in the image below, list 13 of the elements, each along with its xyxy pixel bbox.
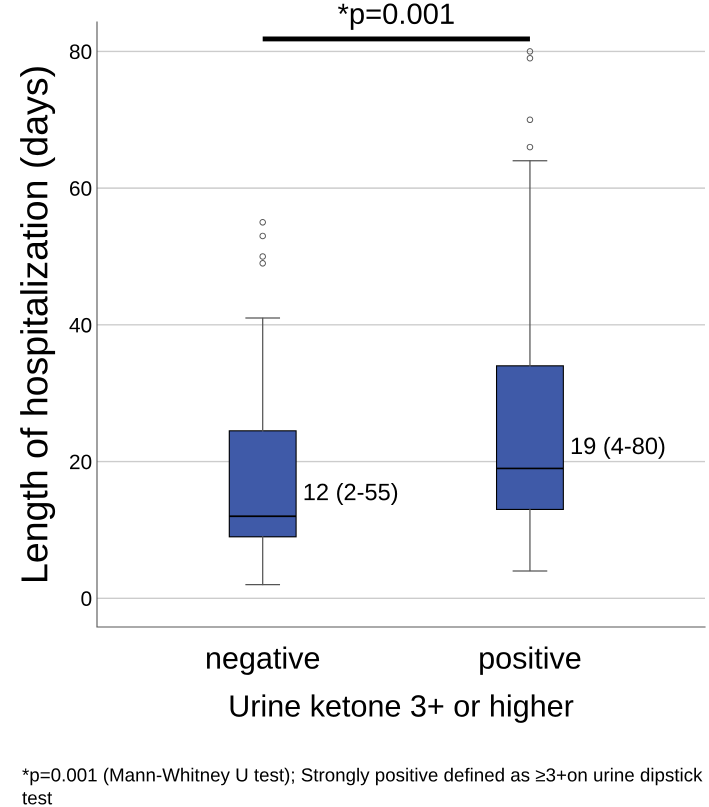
y-tick-label: 60: [70, 181, 92, 196]
x-axis-title: Urine ketone 3+ or higher: [230, 694, 574, 723]
y-tick-label: 0: [81, 591, 92, 606]
y-tick-label: 80: [70, 44, 92, 60]
x-tick-label: negative: [206, 646, 320, 675]
y-tick-label: 20: [70, 454, 92, 470]
annotation: *p=0.001: [338, 3, 454, 30]
text: *p=0.001 (Mann-Whitney U test); Strongly positive defined as ≥3+on urine dipstick test: [22, 768, 702, 804]
y-tick-label: 40: [69, 318, 92, 333]
y-axis-title: Length of hospitalization (days): [20, 67, 56, 581]
annotation: 12 (2-55): [304, 483, 398, 506]
annotation: 19 (4-80): [572, 436, 664, 459]
x-tick-label: positive: [480, 646, 580, 675]
